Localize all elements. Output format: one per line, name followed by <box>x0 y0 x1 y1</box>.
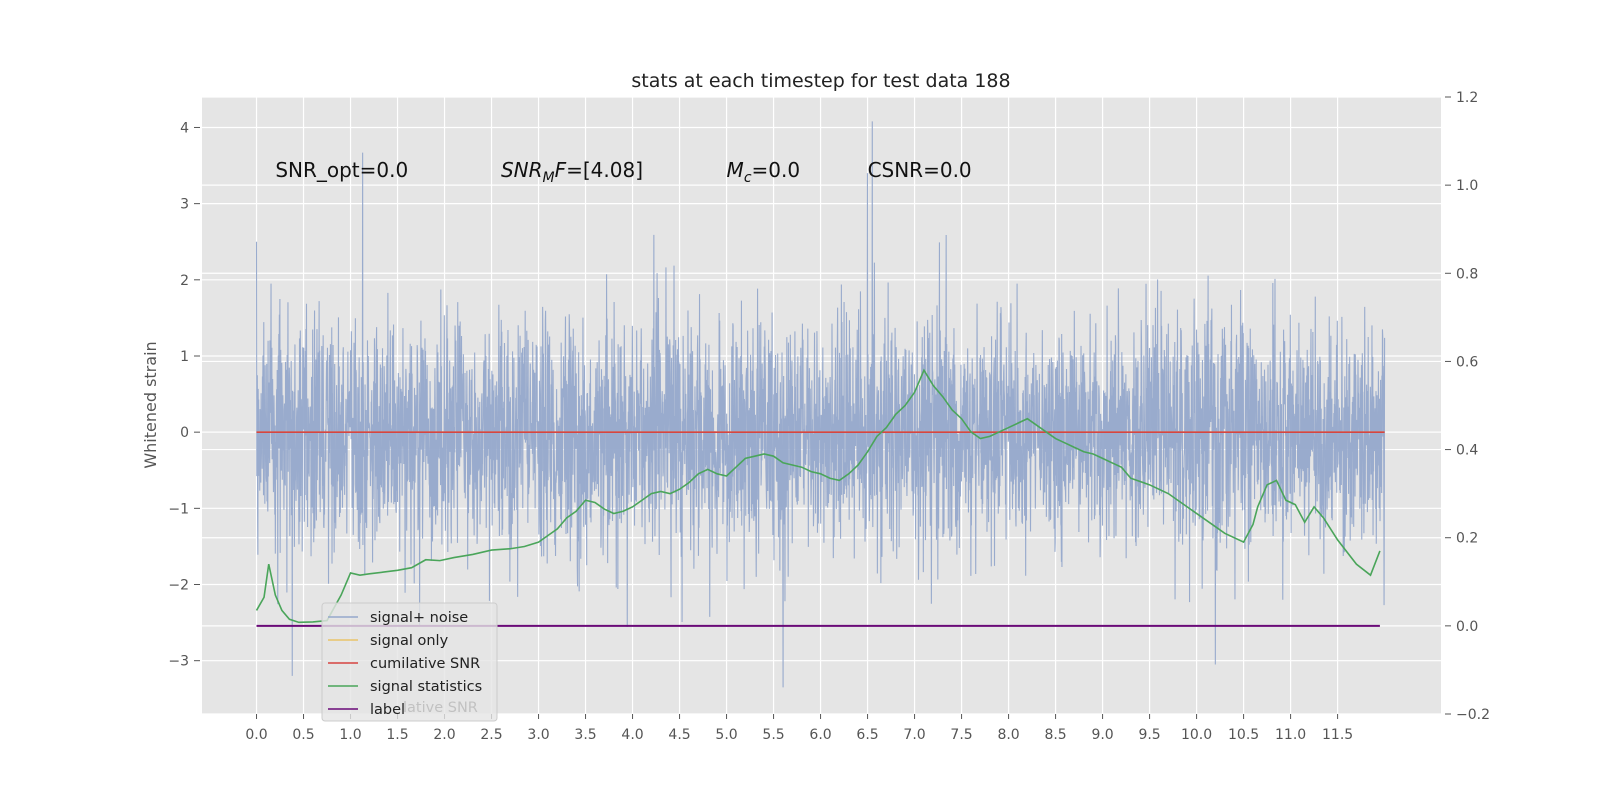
x-tick-label: 7.0 <box>903 727 925 743</box>
annotation-mc: Mc=0.0 <box>727 158 801 186</box>
x-tick-label: 10.0 <box>1181 727 1212 743</box>
y-tick-label: −2 <box>168 578 189 594</box>
chart-title: stats at each timestep for test data 188 <box>631 70 1010 92</box>
y-tick-label: 1 <box>180 349 189 365</box>
y2-tick-label: 0.6 <box>1456 354 1478 370</box>
x-tick-label: 4.5 <box>668 727 690 743</box>
x-tick-label: 0.5 <box>292 727 314 743</box>
x-tick-label: 9.5 <box>1138 727 1160 743</box>
series-lines <box>255 368 1385 627</box>
annotation-csnr: CSNR=0.0 <box>868 158 972 182</box>
y-tick-label: 2 <box>180 273 189 289</box>
y-tick-label: 3 <box>180 197 189 213</box>
y-axis-ticks: −3 −2 −1 0 1 2 3 4 <box>168 120 200 670</box>
y2-tick-label: 0.0 <box>1456 619 1478 635</box>
annotation-snr-mf: SNRMF=[4.08] <box>501 158 643 186</box>
x-tick-label: 0.0 <box>245 727 267 743</box>
x-tick-label: 8.5 <box>1044 727 1066 743</box>
x-tick-label: 3.0 <box>527 727 549 743</box>
legend: lative SNR signal+ noise signal only cumila… <box>321 602 498 722</box>
x-axis-ticks: 0.0 0.5 1.0 1.5 2.0 2.5 3.0 3.5 4.0 4.5 5.0 5.5 6.0 6… <box>245 714 1353 743</box>
y2-tick-label: 0.8 <box>1456 266 1478 282</box>
y-tick-label: −3 <box>168 654 189 670</box>
x-tick-label: 5.5 <box>762 727 784 743</box>
x-tick-label: 10.5 <box>1228 727 1259 743</box>
legend-label: signal only <box>370 633 449 649</box>
x-tick-label: 1.5 <box>386 727 408 743</box>
x-tick-label: 11.0 <box>1275 727 1306 743</box>
y-axis-label: Whitened strain <box>141 341 160 468</box>
y2-tick-label: 0.4 <box>1456 443 1478 459</box>
legend-label: cumilative SNR <box>370 656 480 672</box>
x-tick-label: 2.0 <box>433 727 455 743</box>
y2-tick-label: 0.2 <box>1456 531 1478 547</box>
x-tick-label: 4.0 <box>621 727 643 743</box>
x-tick-label: 5.0 <box>715 727 737 743</box>
x-tick-label: 6.5 <box>856 727 878 743</box>
y2-tick-label: 1.2 <box>1456 90 1478 106</box>
legend-label: label <box>370 702 405 718</box>
x-tick-label: 1.0 <box>339 727 361 743</box>
legend-box <box>321 602 498 722</box>
y-tick-label: 4 <box>180 120 189 136</box>
annotations: SNR_opt=0.0 SNRMF=[4.08] Mc=0.0 CSNR=0.0 <box>275 158 971 186</box>
x-tick-label: 7.5 <box>950 727 972 743</box>
legend-label: signal+ noise <box>370 610 468 626</box>
y2-tick-label: −0.2 <box>1456 707 1490 723</box>
x-tick-label: 9.0 <box>1091 727 1113 743</box>
x-tick-label: 2.5 <box>480 727 502 743</box>
x-tick-label: 3.5 <box>574 727 596 743</box>
y-tick-label: −1 <box>168 501 189 517</box>
x-tick-label: 11.5 <box>1322 727 1353 743</box>
legend-overlap-text: lative SNR <box>403 700 478 716</box>
annotation-snr-opt: SNR_opt=0.0 <box>275 158 408 182</box>
series-signal-statistics <box>255 368 1381 624</box>
legend-label: signal statistics <box>370 679 482 695</box>
y2-axis-ticks: −0.2 0.0 0.2 0.4 0.6 0.8 1.0 1.2 <box>1445 90 1490 723</box>
y-tick-label: 0 <box>180 425 189 441</box>
x-tick-label: 8.0 <box>997 727 1019 743</box>
x-tick-label: 6.0 <box>809 727 831 743</box>
y2-tick-label: 1.0 <box>1456 178 1478 194</box>
